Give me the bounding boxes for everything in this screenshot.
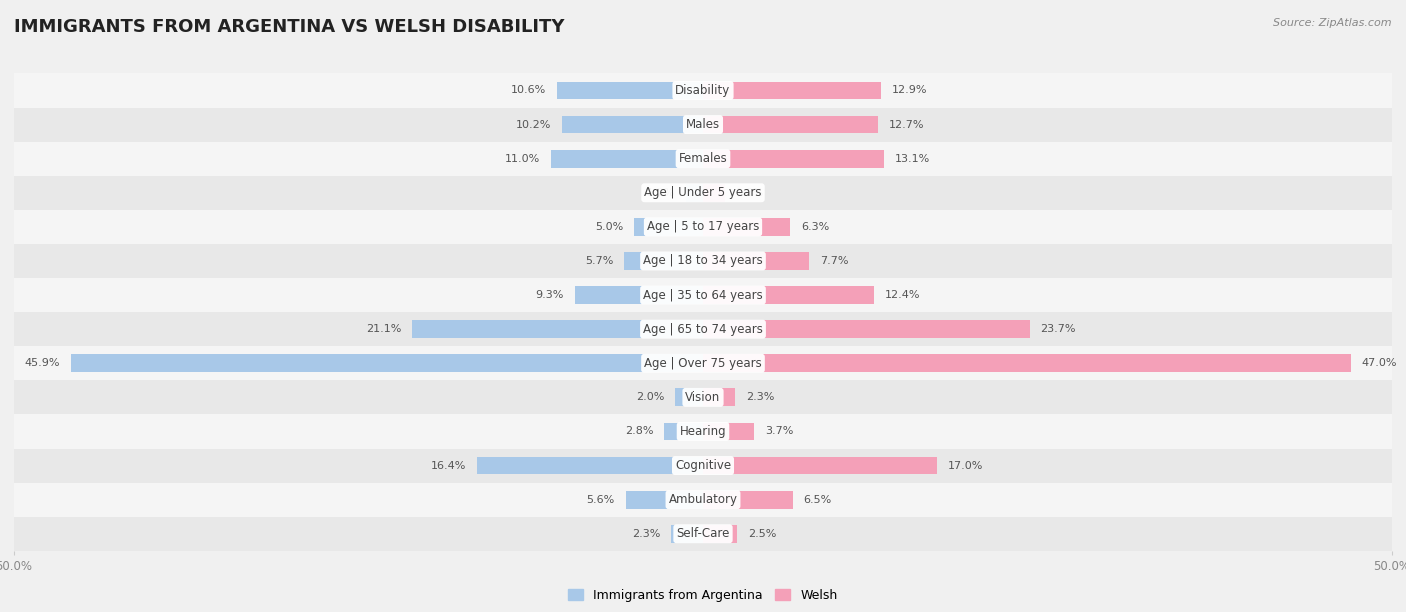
Text: 47.0%: 47.0%	[1361, 358, 1398, 368]
Text: 2.3%: 2.3%	[631, 529, 661, 539]
Text: 9.3%: 9.3%	[536, 290, 564, 300]
Text: Cognitive: Cognitive	[675, 459, 731, 472]
Bar	[14, 73, 1392, 108]
Text: 1.2%: 1.2%	[647, 188, 675, 198]
Text: Females: Females	[679, 152, 727, 165]
Bar	[703, 389, 735, 406]
Text: Hearing: Hearing	[679, 425, 727, 438]
Text: 11.0%: 11.0%	[505, 154, 540, 163]
Bar	[703, 81, 880, 99]
Text: 45.9%: 45.9%	[24, 358, 59, 368]
Text: Age | Under 5 years: Age | Under 5 years	[644, 186, 762, 200]
Text: 2.5%: 2.5%	[748, 529, 778, 539]
Text: 2.8%: 2.8%	[624, 427, 654, 436]
Text: IMMIGRANTS FROM ARGENTINA VS WELSH DISABILITY: IMMIGRANTS FROM ARGENTINA VS WELSH DISAB…	[14, 18, 565, 36]
Bar	[703, 423, 754, 440]
Text: 23.7%: 23.7%	[1040, 324, 1076, 334]
Bar	[665, 423, 703, 440]
Bar	[14, 483, 1392, 517]
Text: 3.7%: 3.7%	[765, 427, 793, 436]
Bar	[575, 286, 703, 304]
Text: 5.7%: 5.7%	[585, 256, 613, 266]
Text: 1.6%: 1.6%	[737, 188, 765, 198]
Text: Vision: Vision	[685, 391, 721, 404]
Text: Age | Over 75 years: Age | Over 75 years	[644, 357, 762, 370]
Text: 5.6%: 5.6%	[586, 494, 614, 505]
Bar	[14, 346, 1392, 380]
Bar	[14, 380, 1392, 414]
Bar	[14, 210, 1392, 244]
Text: 2.3%: 2.3%	[745, 392, 775, 402]
Bar	[686, 184, 703, 201]
Bar	[14, 141, 1392, 176]
Bar	[551, 150, 703, 168]
Text: 16.4%: 16.4%	[430, 461, 465, 471]
Bar	[412, 320, 703, 338]
Text: Ambulatory: Ambulatory	[668, 493, 738, 506]
Text: 21.1%: 21.1%	[366, 324, 401, 334]
Bar	[703, 286, 875, 304]
Text: 6.3%: 6.3%	[801, 222, 830, 232]
Text: 13.1%: 13.1%	[894, 154, 929, 163]
Text: 5.0%: 5.0%	[595, 222, 623, 232]
Bar	[703, 218, 790, 236]
Bar	[703, 320, 1029, 338]
Bar	[557, 81, 703, 99]
Legend: Immigrants from Argentina, Welsh: Immigrants from Argentina, Welsh	[568, 589, 838, 602]
Bar	[675, 389, 703, 406]
Bar	[14, 312, 1392, 346]
Bar	[703, 354, 1351, 372]
Bar	[562, 116, 703, 133]
Bar	[703, 252, 808, 270]
Bar	[671, 525, 703, 543]
Bar	[14, 414, 1392, 449]
Text: Males: Males	[686, 118, 720, 131]
Text: Disability: Disability	[675, 84, 731, 97]
Bar	[703, 150, 883, 168]
Bar	[703, 457, 938, 474]
Bar	[626, 491, 703, 509]
Text: 17.0%: 17.0%	[948, 461, 984, 471]
Bar	[70, 354, 703, 372]
Text: 12.9%: 12.9%	[891, 86, 928, 95]
Text: Age | 35 to 64 years: Age | 35 to 64 years	[643, 289, 763, 302]
Text: 2.0%: 2.0%	[636, 392, 665, 402]
Bar	[14, 176, 1392, 210]
Text: Age | 5 to 17 years: Age | 5 to 17 years	[647, 220, 759, 233]
Bar	[703, 184, 725, 201]
Text: 12.4%: 12.4%	[884, 290, 921, 300]
Text: 10.6%: 10.6%	[510, 86, 546, 95]
Bar	[14, 108, 1392, 141]
Bar	[14, 517, 1392, 551]
Bar	[634, 218, 703, 236]
Bar	[703, 491, 793, 509]
Text: Self-Care: Self-Care	[676, 528, 730, 540]
Bar	[624, 252, 703, 270]
Bar	[14, 449, 1392, 483]
Text: 7.7%: 7.7%	[820, 256, 849, 266]
Bar	[477, 457, 703, 474]
Text: Source: ZipAtlas.com: Source: ZipAtlas.com	[1274, 18, 1392, 28]
Text: 10.2%: 10.2%	[516, 119, 551, 130]
Text: Age | 18 to 34 years: Age | 18 to 34 years	[643, 255, 763, 267]
Bar	[703, 525, 738, 543]
Bar	[703, 116, 877, 133]
Text: 6.5%: 6.5%	[804, 494, 832, 505]
Text: 12.7%: 12.7%	[889, 119, 925, 130]
Bar	[14, 244, 1392, 278]
Bar	[14, 278, 1392, 312]
Text: Age | 65 to 74 years: Age | 65 to 74 years	[643, 323, 763, 335]
